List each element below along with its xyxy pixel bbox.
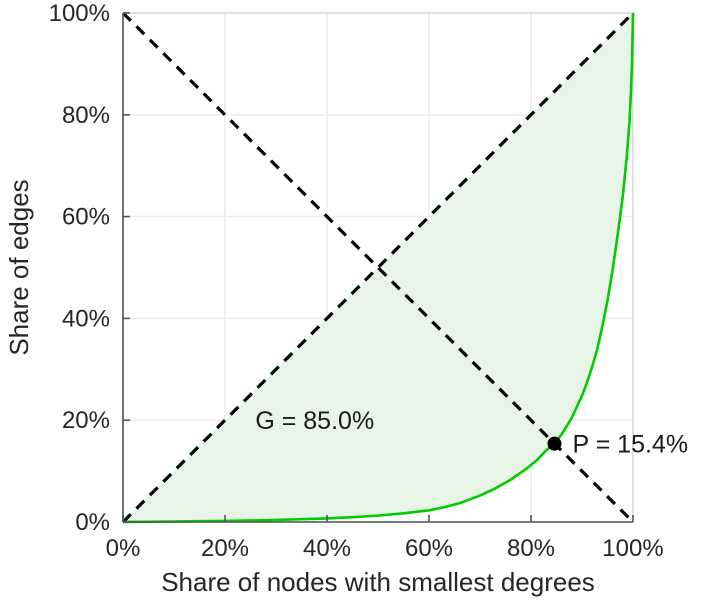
equality-diagonal-line [121, 11, 635, 524]
y-tick-label: 100% [49, 0, 110, 27]
x-tick-label: 80% [507, 535, 555, 562]
y-tick-label: 40% [62, 305, 110, 332]
x-tick-label: 20% [201, 535, 249, 562]
x-tick-label: 100% [602, 535, 663, 562]
x-tick-label: 40% [303, 535, 351, 562]
x-axis-label: Share of nodes with smallest degrees [161, 567, 595, 597]
axis-lines [122, 13, 633, 523]
gini-value-label: G = 85.0% [255, 407, 374, 435]
x-tick-label: 60% [405, 535, 453, 562]
anti-diagonal-line [121, 11, 635, 524]
y-tick-label: 20% [62, 407, 110, 434]
intersection-point-marker [547, 436, 562, 451]
y-tick-label: 80% [62, 102, 110, 129]
p-value-label: P = 15.4% [572, 431, 688, 459]
y-tick-label: 0% [75, 509, 110, 536]
x-tick-label: 0% [106, 535, 141, 562]
x-tick-labels: 0% 20% 40% 60% 80% 100% [106, 535, 664, 562]
y-tick-label: 60% [62, 204, 110, 231]
axis-tick-marks [122, 12, 634, 523]
lorenz-curve-line [122, 12, 635, 524]
y-tick-labels: 0% 20% 40% 60% 80% 100% [49, 0, 110, 536]
y-axis-label: Share of edges [4, 179, 34, 355]
